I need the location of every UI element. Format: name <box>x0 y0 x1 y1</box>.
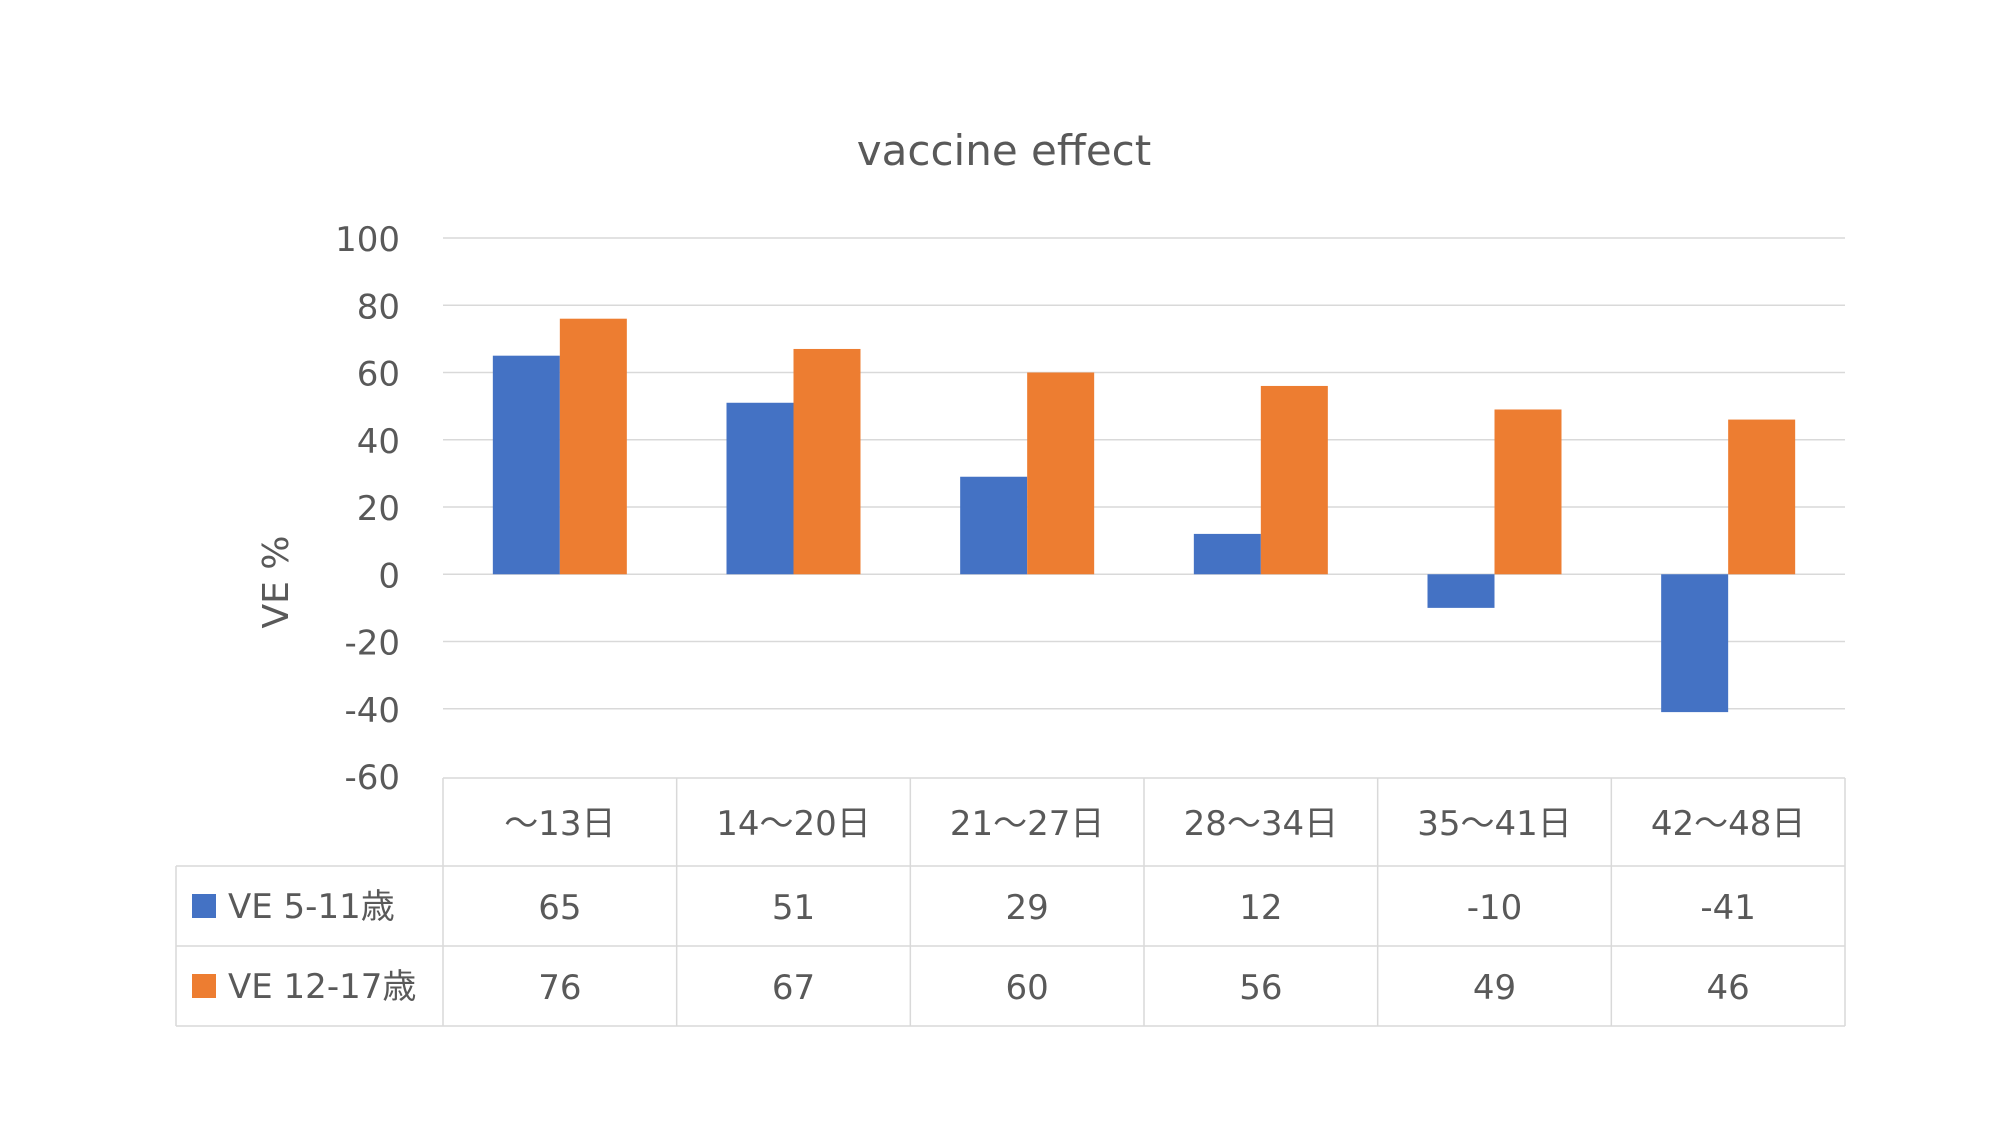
legend-swatch-series-1 <box>192 894 216 918</box>
bar-series-1 <box>1193 533 1261 575</box>
data-label: 12 <box>1239 888 1282 928</box>
y-tick-label: 20 <box>357 489 400 529</box>
data-label: -41 <box>1700 888 1756 928</box>
y-tick-label: -20 <box>344 624 400 664</box>
legend-label-series-2: VE 12-17歳 <box>228 967 416 1007</box>
bar-series-1 <box>492 355 560 575</box>
data-label: 56 <box>1239 968 1282 1008</box>
legend-swatch-series-2 <box>192 974 216 998</box>
data-label: -10 <box>1467 888 1523 928</box>
bar-series-1 <box>726 402 794 575</box>
y-tick-label: 60 <box>357 355 400 395</box>
data-label: 51 <box>772 888 815 928</box>
category-label: 28～34日 <box>1184 804 1339 844</box>
bar-series-2 <box>1260 385 1328 575</box>
data-label: 76 <box>538 968 581 1008</box>
category-label: ～13日 <box>504 804 615 844</box>
y-tick-label: 80 <box>357 287 400 327</box>
category-label: 42～48日 <box>1651 804 1806 844</box>
y-tick-label: -60 <box>344 758 400 798</box>
gridlines <box>443 237 1845 710</box>
bar-series-2 <box>793 348 861 575</box>
y-tick-label: 0 <box>378 556 400 596</box>
data-label: 60 <box>1006 968 1049 1008</box>
data-label: 46 <box>1707 968 1750 1008</box>
data-label: 67 <box>772 968 815 1008</box>
category-label: 14～20日 <box>716 804 871 844</box>
y-tick-label: 40 <box>357 422 400 462</box>
bar-series-1 <box>1661 574 1729 713</box>
y-tick-labels: 100 80 60 40 20 0 -20 -40 -60 <box>335 220 400 798</box>
category-label: 21～27日 <box>950 804 1105 844</box>
data-label: 65 <box>538 888 581 928</box>
bar-series-2 <box>1027 372 1095 575</box>
data-table: ～13日 14～20日 21～27日 28～34日 35～41日 42～48日 VE 5-1… <box>175 777 1846 1027</box>
bar-series-1 <box>960 476 1028 575</box>
bar-series-2 <box>1728 419 1796 575</box>
data-label: 49 <box>1473 968 1516 1008</box>
y-tick-label: -40 <box>344 691 400 731</box>
bar-series-1 <box>1427 574 1495 608</box>
bars <box>492 318 1796 713</box>
category-label: 35～41日 <box>1417 804 1572 844</box>
bar-series-2 <box>1494 409 1562 575</box>
data-label: 29 <box>1006 888 1049 928</box>
y-tick-label: 100 <box>335 220 400 260</box>
bar-series-2 <box>559 318 627 575</box>
y-axis-label: VE % <box>256 535 297 628</box>
legend-label-series-1: VE 5-11歳 <box>228 887 395 927</box>
chart-title: vaccine effect <box>857 126 1151 175</box>
